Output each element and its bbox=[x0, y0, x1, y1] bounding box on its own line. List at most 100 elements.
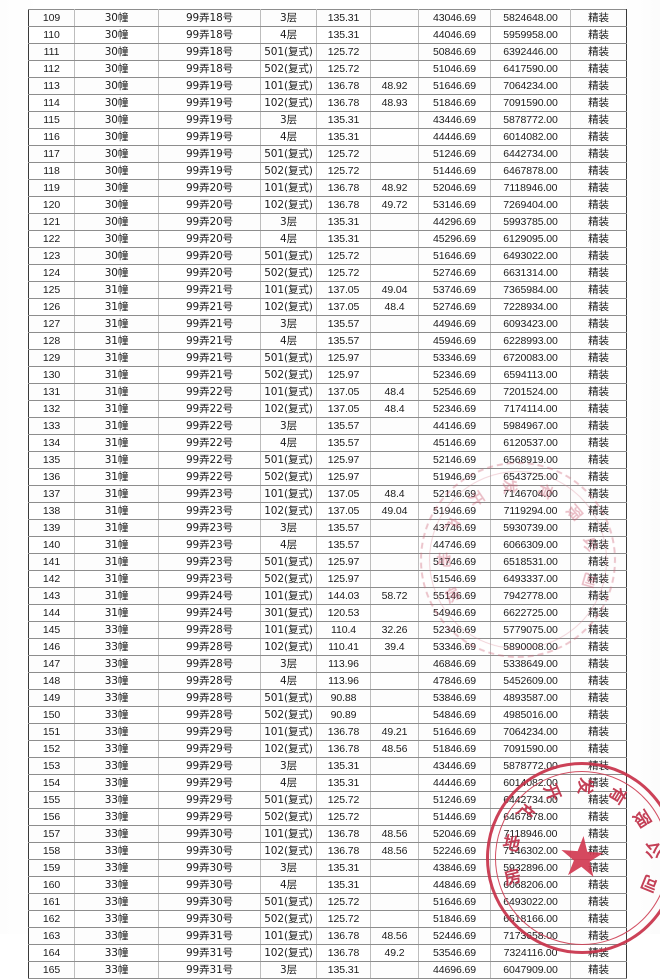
cell-index: 133 bbox=[28, 417, 75, 435]
cell-unit_price: 44046.69 bbox=[418, 26, 491, 44]
cell-decoration: 精装 bbox=[570, 570, 627, 588]
cell-address: 99弄22号 bbox=[158, 434, 261, 452]
cell-address: 99弄19号 bbox=[158, 111, 261, 129]
cell-unit_price: 52046.69 bbox=[418, 825, 491, 843]
cell-unit: 3层 bbox=[260, 757, 317, 775]
cell-aux_area bbox=[370, 264, 419, 282]
cell-unit_price: 52546.69 bbox=[418, 383, 491, 401]
cell-total_price: 5930739.00 bbox=[490, 519, 571, 537]
cell-building: 30幢 bbox=[74, 43, 159, 61]
cell-address: 99弄21号 bbox=[158, 366, 261, 384]
cell-total_price: 6493022.00 bbox=[490, 247, 571, 265]
cell-decoration: 精装 bbox=[570, 689, 627, 707]
cell-total_price: 7228934.00 bbox=[490, 298, 571, 316]
cell-unit: 502(复式) bbox=[260, 910, 317, 928]
cell-area: 125.72 bbox=[316, 264, 371, 282]
cell-index: 161 bbox=[28, 893, 75, 911]
document-sheet: 109 30幢 99弄18号 3层 135.31 43046.69 5824648.00 精装… bbox=[28, 9, 660, 979]
cell-decoration: 精装 bbox=[570, 400, 627, 418]
table-row: 133 31幢 99弄22号 3层 135.57 44146.69 5984967.00 精装 bbox=[28, 417, 627, 435]
cell-decoration: 精装 bbox=[570, 264, 627, 282]
cell-total_price: 6518531.00 bbox=[490, 553, 571, 571]
cell-index: 151 bbox=[28, 723, 75, 741]
cell-total_price: 6442734.00 bbox=[490, 145, 571, 163]
cell-unit: 501(复式) bbox=[260, 893, 317, 911]
cell-unit: 4层 bbox=[260, 876, 317, 894]
cell-total_price: 5824648.00 bbox=[490, 9, 571, 27]
table-row: 111 30幢 99弄18号 501(复式) 125.72 50846.69 6392446… bbox=[28, 43, 627, 61]
cell-area: 113.96 bbox=[316, 672, 371, 690]
cell-address: 99弄31号 bbox=[158, 927, 261, 945]
cell-area: 125.97 bbox=[316, 570, 371, 588]
cell-aux_area bbox=[370, 213, 419, 231]
cell-address: 99弄18号 bbox=[158, 9, 261, 27]
cell-building: 33幢 bbox=[74, 825, 159, 843]
cell-aux_area bbox=[370, 417, 419, 435]
cell-aux_area: 48.92 bbox=[370, 179, 419, 197]
cell-address: 99弄22号 bbox=[158, 400, 261, 418]
cell-building: 30幢 bbox=[74, 179, 159, 197]
cell-decoration: 精装 bbox=[570, 417, 627, 435]
price-listing-table: 109 30幢 99弄18号 3层 135.31 43046.69 5824648.00 精装… bbox=[28, 9, 627, 979]
cell-total_price: 6543725.00 bbox=[490, 468, 571, 486]
cell-area: 144.03 bbox=[316, 587, 371, 605]
cell-total_price: 7146302.00 bbox=[490, 842, 571, 860]
cell-unit: 101(复式) bbox=[260, 927, 317, 945]
cell-aux_area bbox=[370, 111, 419, 129]
cell-total_price: 7118946.00 bbox=[490, 825, 571, 843]
cell-building: 31幢 bbox=[74, 451, 159, 469]
cell-decoration: 精装 bbox=[570, 944, 627, 962]
cell-aux_area: 48.56 bbox=[370, 842, 419, 860]
cell-decoration: 精装 bbox=[570, 519, 627, 537]
cell-unit_price: 51546.69 bbox=[418, 570, 491, 588]
cell-total_price: 6417590.00 bbox=[490, 60, 571, 78]
cell-area: 136.78 bbox=[316, 94, 371, 112]
cell-building: 31幢 bbox=[74, 536, 159, 554]
cell-decoration: 精装 bbox=[570, 366, 627, 384]
cell-unit: 501(复式) bbox=[260, 349, 317, 367]
cell-aux_area bbox=[370, 757, 419, 775]
cell-unit_price: 53746.69 bbox=[418, 281, 491, 299]
cell-decoration: 精装 bbox=[570, 43, 627, 61]
cell-building: 33幢 bbox=[74, 740, 159, 758]
cell-area: 136.78 bbox=[316, 944, 371, 962]
cell-building: 31幢 bbox=[74, 366, 159, 384]
cell-building: 33幢 bbox=[74, 655, 159, 673]
cell-address: 99弄20号 bbox=[158, 179, 261, 197]
cell-building: 30幢 bbox=[74, 230, 159, 248]
cell-decoration: 精装 bbox=[570, 94, 627, 112]
cell-aux_area: 48.4 bbox=[370, 485, 419, 503]
cell-index: 112 bbox=[28, 60, 75, 78]
cell-aux_area: 48.93 bbox=[370, 94, 419, 112]
table-row: 143 31幢 99弄24号 101(复式) 144.03 58.72 55146.69 79… bbox=[28, 587, 627, 605]
cell-aux_area bbox=[370, 162, 419, 180]
cell-address: 99弄24号 bbox=[158, 587, 261, 605]
table-row: 116 30幢 99弄19号 4层 135.31 44446.69 6014082.00 精装 bbox=[28, 128, 627, 146]
cell-building: 30幢 bbox=[74, 77, 159, 95]
cell-index: 142 bbox=[28, 570, 75, 588]
cell-aux_area bbox=[370, 9, 419, 27]
cell-area: 90.89 bbox=[316, 706, 371, 724]
cell-area: 125.72 bbox=[316, 247, 371, 265]
cell-aux_area: 32.26 bbox=[370, 621, 419, 639]
cell-building: 31幢 bbox=[74, 400, 159, 418]
cell-unit: 301(复式) bbox=[260, 604, 317, 622]
cell-unit_price: 52346.69 bbox=[418, 400, 491, 418]
cell-total_price: 6720083.00 bbox=[490, 349, 571, 367]
cell-index: 115 bbox=[28, 111, 75, 129]
cell-index: 109 bbox=[28, 9, 75, 27]
cell-address: 99弄21号 bbox=[158, 281, 261, 299]
cell-building: 31幢 bbox=[74, 417, 159, 435]
cell-unit_price: 44146.69 bbox=[418, 417, 491, 435]
cell-decoration: 精装 bbox=[570, 774, 627, 792]
cell-index: 123 bbox=[28, 247, 75, 265]
cell-unit_price: 43046.69 bbox=[418, 9, 491, 27]
cell-decoration: 精装 bbox=[570, 111, 627, 129]
cell-index: 143 bbox=[28, 587, 75, 605]
table-row: 118 30幢 99弄19号 502(复式) 125.72 51446.69 6467878… bbox=[28, 162, 627, 180]
cell-unit_price: 51946.69 bbox=[418, 502, 491, 520]
table-row: 144 31幢 99弄24号 301(复式) 120.53 54946.69 6622725… bbox=[28, 604, 627, 622]
cell-area: 110.41 bbox=[316, 638, 371, 656]
cell-aux_area: 48.56 bbox=[370, 825, 419, 843]
cell-index: 146 bbox=[28, 638, 75, 656]
